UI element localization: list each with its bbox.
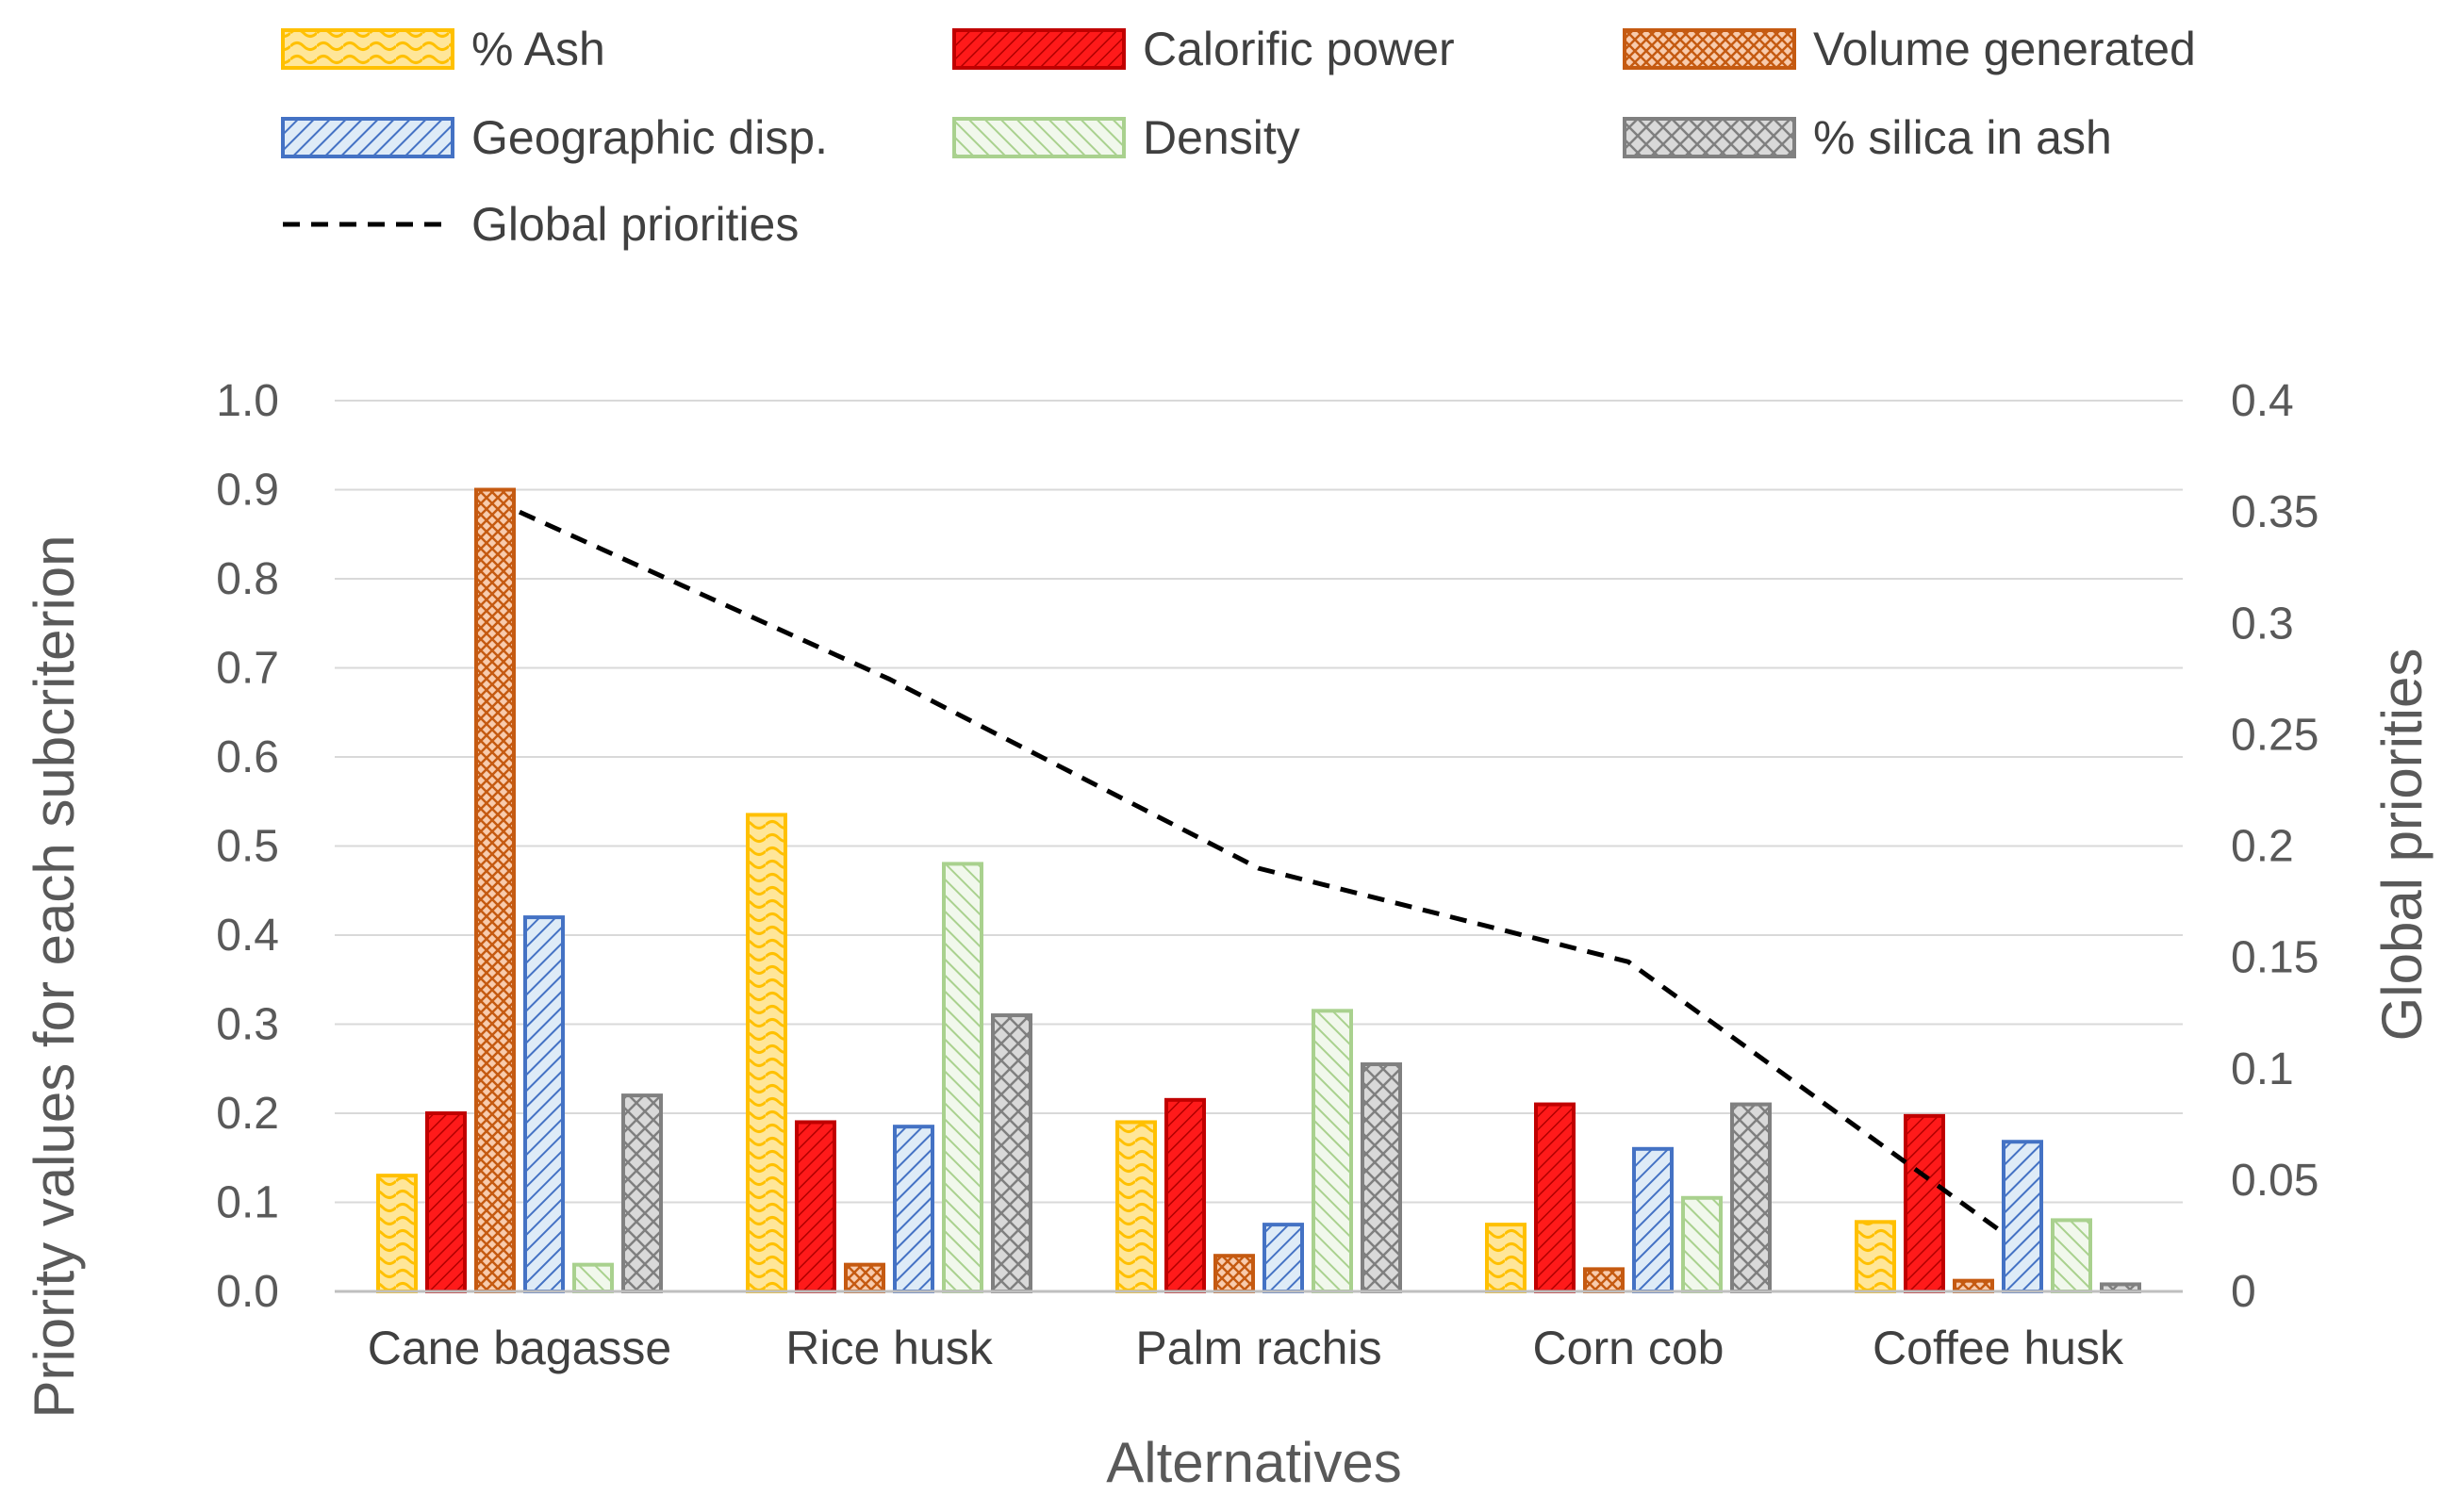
bar-pct-ash-corn-cob [1485,1223,1527,1293]
y-tick-label: 0.9 [216,466,279,516]
gridlines [335,400,2183,1204]
bar-volume-generated-rice-husk [844,1262,885,1294]
bar-volume-generated-cane-bagasse [474,487,516,1293]
category-labels: Cane bagasse Rice husk Palm rachis Corn cob… [368,1322,2124,1374]
y2-tick-label: 0.35 [2231,487,2319,537]
legend-label: Volume generated [1813,23,2196,75]
category-label-rice-husk: Rice husk [785,1322,994,1374]
bar-volume-generated-corn-cob [1583,1267,1625,1293]
legend-item-global-priorities: Global priorities [283,198,799,251]
category-label-cane-bagasse: Cane bagasse [368,1322,671,1374]
y2-axis-ticks: 0 0.05 0.1 0.15 0.2 0.25 0.3 0.35 0.4 [2231,376,2319,1317]
category-label-coffee-husk: Coffee husk [1873,1322,2124,1374]
legend-label: Geographic disp. [471,111,828,164]
legend-item-pct-ash: % Ash [281,23,605,75]
legend-swatch [952,28,1126,70]
legend-swatch [1623,28,1796,70]
legend-swatch [281,117,454,158]
y2-tick-label: 0 [2231,1267,2256,1317]
y2-tick-label: 0.15 [2231,933,2319,983]
bar-pct-ash-cane-bagasse [376,1174,418,1294]
y-tick-label: 0.7 [216,644,279,694]
global-priorities-line-group [518,509,2000,1231]
bar-density-cane-bagasse [572,1262,614,1294]
y2-tick-label: 0.25 [2231,710,2319,760]
legend-item-density: Density [952,111,1300,164]
bar-geographic-disp-palm-rachis [1263,1223,1304,1293]
y-tick-label: 0.4 [216,911,279,961]
bar-pct-silica-in-ash-rice-husk [991,1013,1032,1294]
y-axis-title: Priority values for each subcriterion [23,534,86,1418]
bar-pct-silica-in-ash-cane-bagasse [621,1093,663,1293]
bar-pct-silica-in-ash-palm-rachis [1361,1062,1402,1294]
bar-volume-generated-coffee-husk [1953,1278,1994,1294]
legend-label: Density [1143,111,1300,164]
legend-label: % silica in ash [1813,111,2112,164]
y-tick-label: 0.2 [216,1089,279,1139]
legend-item-volume-generated: Volume generated [1623,23,2196,75]
bar-density-rice-husk [942,862,983,1294]
legend-label: Global priorities [471,198,799,251]
bar-geographic-disp-corn-cob [1632,1146,1674,1294]
y2-tick-label: 0.3 [2231,599,2294,649]
legend-swatch [281,28,454,70]
y-axis-ticks: 0.0 0.1 0.2 0.3 0.4 0.5 0.6 0.7 0.8 0.9 1.0 [216,376,279,1317]
y-tick-label: 0.5 [216,822,279,872]
legend-label: % Ash [471,23,605,75]
bar-pct-ash-palm-rachis [1115,1120,1157,1293]
bar-volume-generated-palm-rachis [1213,1254,1255,1293]
bar-geographic-disp-coffee-husk [2002,1140,2043,1293]
bar-geographic-disp-rice-husk [893,1125,934,1294]
y-tick-label: 0.6 [216,732,279,782]
y-tick-label: 0.0 [216,1267,279,1317]
bar-density-palm-rachis [1312,1009,1353,1293]
y-tick-label: 1.0 [216,376,279,426]
bar-calorific-power-coffee-husk [1904,1113,1945,1293]
y2-tick-label: 0.1 [2231,1044,2294,1094]
y2-tick-label: 0.2 [2231,822,2294,872]
y2-tick-label: 0.05 [2231,1156,2319,1206]
category-label-corn-cob: Corn cob [1533,1322,1725,1374]
legend-label: Calorific power [1143,23,1455,75]
bar-calorific-power-rice-husk [795,1120,836,1293]
y-tick-label: 0.3 [216,1000,279,1050]
global-priorities-line [518,509,2000,1231]
bar-geographic-disp-cane-bagasse [523,915,565,1293]
legend-item-calorific-power: Calorific power [952,23,1455,75]
bar-calorific-power-cane-bagasse [425,1111,467,1293]
bar-calorific-power-palm-rachis [1164,1097,1206,1293]
legend-swatch [1623,117,1796,158]
legend-item-geographic-disp: Geographic disp. [281,111,828,164]
bar-density-corn-cob [1681,1195,1723,1294]
y2-tick-label: 0.4 [2231,376,2294,426]
bar-pct-silica-in-ash-corn-cob [1730,1102,1772,1294]
legend-swatch [952,117,1126,158]
y-tick-label: 0.1 [216,1178,279,1228]
x-axis-title: Alternatives [1106,1431,1401,1494]
y-tick-label: 0.8 [216,554,279,604]
legend: % Ash Calorific power Volume generated Geog… [281,23,2196,251]
bar-calorific-power-corn-cob [1534,1102,1576,1294]
y2-axis-title: Global priorities [2370,649,2434,1042]
bar-density-coffee-husk [2051,1218,2092,1294]
legend-item-pct-silica-in-ash: % silica in ash [1623,111,2112,164]
bar-pct-ash-rice-husk [746,813,787,1293]
bar-pct-ash-coffee-husk [1855,1220,1896,1294]
bars-group [376,487,2141,1294]
category-label-palm-rachis: Palm rachis [1135,1322,1381,1374]
